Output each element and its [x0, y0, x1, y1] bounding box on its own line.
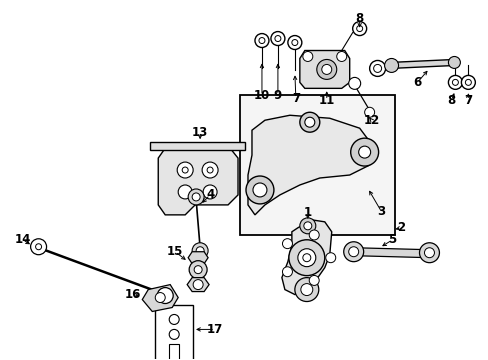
Polygon shape [150, 142, 244, 150]
Circle shape [207, 167, 213, 173]
Polygon shape [240, 95, 394, 235]
Circle shape [447, 75, 462, 89]
Circle shape [252, 183, 266, 197]
Circle shape [369, 60, 385, 76]
Circle shape [254, 33, 268, 48]
Polygon shape [187, 278, 209, 292]
Circle shape [282, 239, 292, 249]
Circle shape [364, 107, 374, 117]
Text: 9: 9 [273, 89, 282, 102]
Circle shape [194, 266, 202, 274]
Polygon shape [389, 59, 454, 68]
Circle shape [177, 162, 193, 178]
Circle shape [447, 57, 459, 68]
Circle shape [352, 22, 366, 36]
Circle shape [245, 176, 273, 204]
Text: 8: 8 [447, 94, 455, 107]
Circle shape [178, 185, 192, 199]
Circle shape [287, 36, 301, 50]
Circle shape [321, 64, 331, 75]
Circle shape [155, 293, 165, 302]
Circle shape [343, 242, 363, 262]
Text: 2: 2 [397, 221, 405, 234]
Bar [169, 345, 179, 360]
Text: 10: 10 [253, 89, 269, 102]
Circle shape [304, 117, 314, 127]
Circle shape [451, 80, 457, 85]
Circle shape [373, 64, 381, 72]
Circle shape [192, 243, 208, 259]
Polygon shape [281, 220, 331, 294]
Text: 4: 4 [205, 188, 214, 202]
Circle shape [294, 278, 318, 302]
Text: 13: 13 [192, 126, 208, 139]
Circle shape [193, 280, 203, 289]
Text: 5: 5 [387, 233, 396, 246]
Text: 12: 12 [363, 114, 379, 127]
Text: 8: 8 [355, 12, 363, 25]
Circle shape [299, 218, 315, 234]
Circle shape [270, 32, 285, 45]
Circle shape [316, 59, 336, 80]
Circle shape [300, 284, 312, 296]
Polygon shape [299, 50, 349, 88]
Circle shape [348, 77, 360, 89]
Circle shape [31, 239, 46, 255]
Text: 1: 1 [303, 206, 311, 219]
Circle shape [308, 275, 319, 285]
Polygon shape [354, 248, 428, 258]
Circle shape [282, 267, 292, 277]
Text: 3: 3 [377, 205, 385, 219]
Circle shape [288, 240, 324, 276]
Polygon shape [188, 252, 208, 264]
Polygon shape [247, 115, 374, 215]
Circle shape [424, 248, 433, 258]
Circle shape [303, 222, 311, 230]
Circle shape [297, 249, 315, 267]
Circle shape [350, 138, 378, 166]
Circle shape [291, 40, 297, 45]
Text: 14: 14 [15, 233, 31, 246]
Circle shape [169, 315, 179, 324]
Circle shape [465, 80, 470, 85]
Circle shape [325, 253, 335, 263]
Circle shape [419, 243, 439, 263]
Circle shape [274, 36, 280, 41]
Text: 7: 7 [463, 94, 471, 107]
Circle shape [384, 58, 398, 72]
Text: 16: 16 [125, 288, 141, 301]
Circle shape [348, 247, 358, 257]
Circle shape [356, 26, 362, 32]
Circle shape [461, 75, 474, 89]
Text: 6: 6 [412, 76, 421, 89]
Circle shape [182, 167, 188, 173]
Circle shape [299, 112, 319, 132]
Circle shape [157, 288, 173, 303]
Circle shape [202, 162, 218, 178]
Circle shape [36, 244, 41, 250]
Circle shape [358, 146, 370, 158]
Circle shape [188, 189, 203, 205]
Circle shape [196, 247, 203, 255]
Circle shape [169, 329, 179, 339]
Text: 17: 17 [206, 323, 223, 336]
Circle shape [302, 254, 310, 262]
Circle shape [203, 185, 217, 199]
Text: 15: 15 [167, 245, 183, 258]
Circle shape [259, 37, 264, 44]
Circle shape [189, 261, 207, 279]
Polygon shape [142, 285, 178, 311]
Text: 7: 7 [291, 92, 299, 105]
Polygon shape [158, 148, 238, 215]
Circle shape [336, 51, 346, 62]
Bar [155, 305, 193, 360]
Circle shape [192, 193, 200, 201]
Text: 11: 11 [318, 94, 334, 107]
Circle shape [308, 230, 319, 240]
Circle shape [302, 51, 312, 62]
